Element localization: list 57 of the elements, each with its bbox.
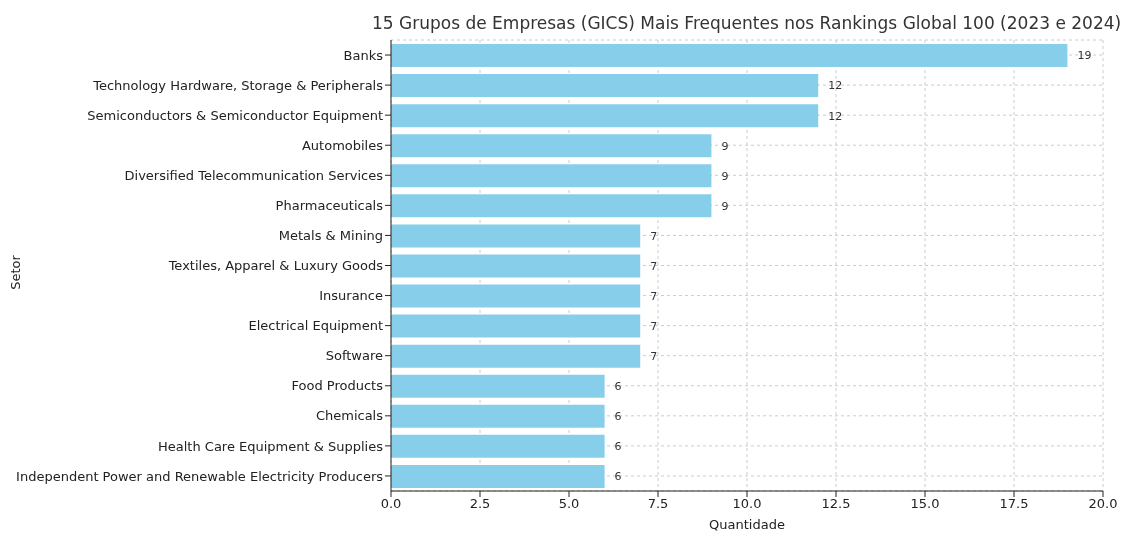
bar xyxy=(391,464,605,488)
bar xyxy=(391,134,712,158)
bar xyxy=(391,314,641,338)
y-axis-title: Setor xyxy=(7,255,23,290)
y-tick-label: Health Care Equipment & Supplies xyxy=(157,438,384,454)
data-label: 12 xyxy=(828,109,843,123)
bar xyxy=(391,344,641,368)
x-tick-label: 20.0 xyxy=(1088,496,1118,512)
y-tick-label: Food Products xyxy=(291,378,384,394)
y-tick-label: Metals & Mining xyxy=(278,228,383,244)
data-label: 7 xyxy=(650,350,658,364)
y-tick-label: Electrical Equipment xyxy=(248,318,383,334)
bar xyxy=(391,74,819,98)
bar xyxy=(391,434,605,458)
y-tick-label: Diversified Telecommunication Services xyxy=(124,167,384,183)
chart-title: 15 Grupos de Empresas (GICS) Mais Frequentes nos Rankings Global 100 (2023 e 2024) xyxy=(372,13,1122,33)
data-label: 9 xyxy=(721,169,729,183)
y-tick-label: Textiles, Apparel & Luxury Goods xyxy=(167,258,384,274)
x-axis-title: Quantidade xyxy=(709,517,785,532)
x-tick-label: 5.0 xyxy=(558,496,580,512)
y-tick-label: Banks xyxy=(343,47,384,63)
bar xyxy=(391,44,1068,67)
data-label: 7 xyxy=(650,259,658,273)
y-tick-label: Technology Hardware, Storage & Peripherals xyxy=(92,77,384,93)
data-label: 6 xyxy=(614,470,622,484)
data-label: 7 xyxy=(650,229,658,243)
y-tick-label: Automobiles xyxy=(301,137,384,153)
data-label: 7 xyxy=(650,320,658,334)
bar xyxy=(391,224,641,248)
x-tick-label: 10.0 xyxy=(732,496,762,512)
data-label: 6 xyxy=(614,440,622,454)
bar xyxy=(391,404,605,428)
bar xyxy=(391,284,641,308)
bar xyxy=(391,104,819,128)
data-label: 9 xyxy=(721,139,729,153)
y-tick-label: Independent Power and Renewable Electricity Producers xyxy=(16,468,384,484)
y-tick-label: Chemicals xyxy=(315,408,384,424)
x-tick-label: 15.0 xyxy=(910,496,940,512)
bar xyxy=(391,164,712,188)
data-label: 7 xyxy=(650,289,658,303)
y-tick-label: Pharmaceuticals xyxy=(275,197,384,213)
x-tick-label: 2.5 xyxy=(469,496,491,512)
y-tick-label: Software xyxy=(325,348,383,364)
data-label: 12 xyxy=(828,79,843,93)
bar xyxy=(391,374,605,398)
data-label: 19 xyxy=(1077,49,1092,63)
data-label: 6 xyxy=(614,410,622,424)
bar xyxy=(391,194,712,218)
x-tick-label: 17.5 xyxy=(999,496,1029,512)
y-tick-label: Semiconductors & Semiconductor Equipment xyxy=(87,107,383,123)
x-tick-label: 7.5 xyxy=(647,496,669,512)
bar xyxy=(391,254,641,278)
data-label: 6 xyxy=(614,380,622,394)
y-tick-label: Insurance xyxy=(319,288,383,304)
x-tick-label: 12.5 xyxy=(821,496,851,512)
data-label: 9 xyxy=(721,199,729,213)
x-tick-label: 0.0 xyxy=(380,496,402,512)
